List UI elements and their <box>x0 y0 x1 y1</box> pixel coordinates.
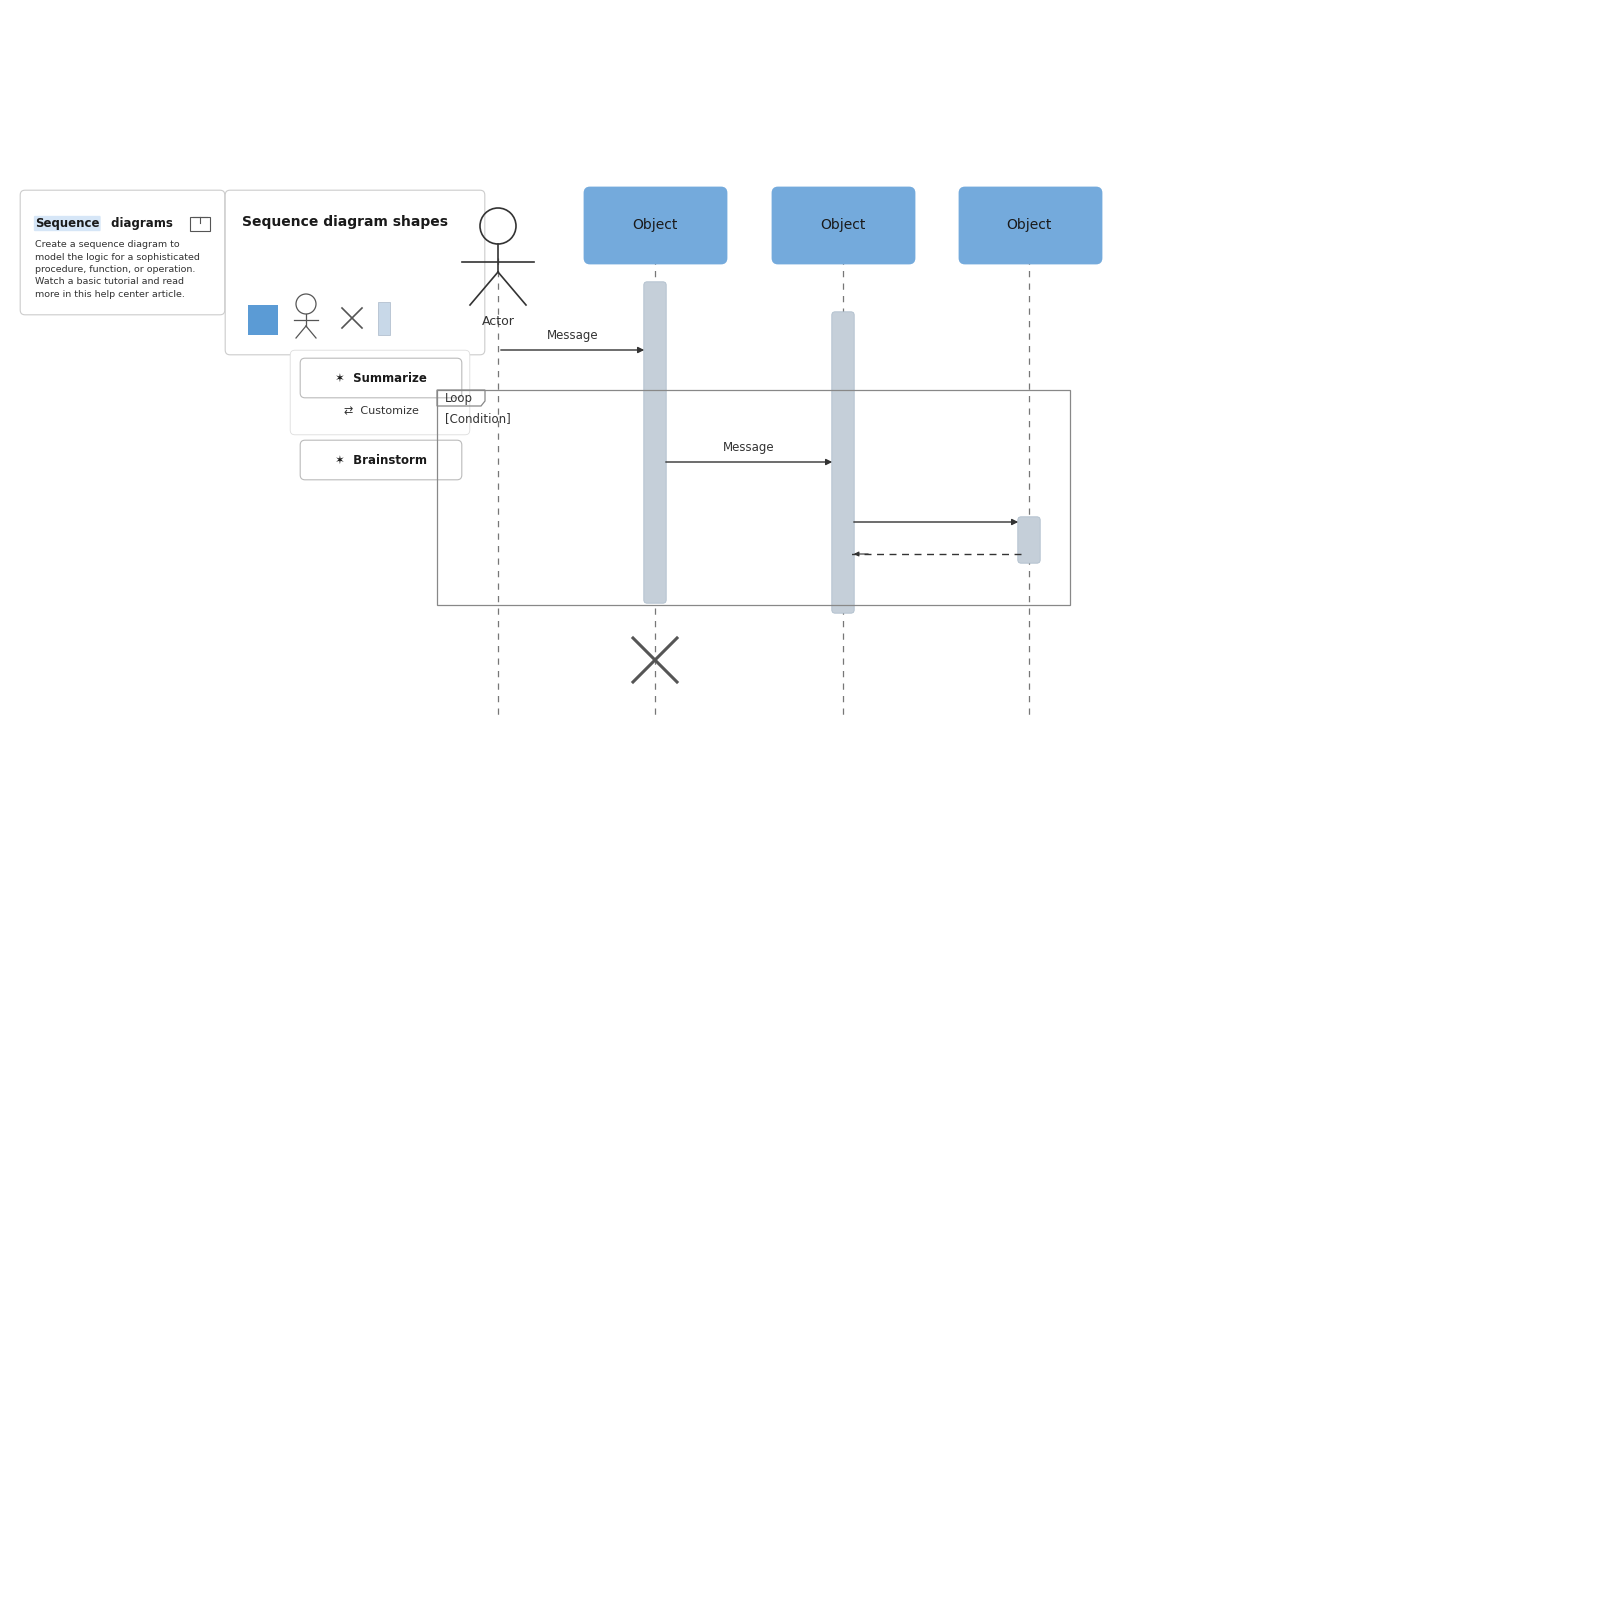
Text: diagrams: diagrams <box>107 218 173 230</box>
Bar <box>378 302 390 334</box>
FancyBboxPatch shape <box>21 190 224 315</box>
Text: Object: Object <box>632 219 678 232</box>
Text: ⇄  Customize: ⇄ Customize <box>344 405 419 414</box>
Bar <box>190 218 210 230</box>
FancyBboxPatch shape <box>301 440 462 480</box>
Text: Sequence: Sequence <box>35 218 99 230</box>
FancyBboxPatch shape <box>301 358 462 398</box>
FancyBboxPatch shape <box>226 190 485 355</box>
Bar <box>437 390 1070 605</box>
FancyBboxPatch shape <box>290 350 470 435</box>
FancyBboxPatch shape <box>584 187 728 264</box>
Text: [Condition]: [Condition] <box>445 411 510 426</box>
Text: Loop: Loop <box>445 392 474 405</box>
Bar <box>248 306 278 334</box>
Text: Message: Message <box>723 442 774 454</box>
Text: Object: Object <box>821 219 866 232</box>
FancyBboxPatch shape <box>1018 517 1040 563</box>
Text: ✶  Summarize: ✶ Summarize <box>334 371 427 384</box>
FancyBboxPatch shape <box>643 282 666 603</box>
Text: Create a sequence diagram to
model the logic for a sophisticated
procedure, func: Create a sequence diagram to model the l… <box>35 240 200 299</box>
FancyBboxPatch shape <box>771 187 915 264</box>
FancyBboxPatch shape <box>832 312 854 613</box>
Text: Object: Object <box>1006 219 1051 232</box>
FancyBboxPatch shape <box>958 187 1102 264</box>
Text: Message: Message <box>547 330 598 342</box>
Text: Sequence diagram shapes: Sequence diagram shapes <box>242 214 448 229</box>
Text: Actor: Actor <box>482 315 515 328</box>
Text: ✶  Brainstorm: ✶ Brainstorm <box>334 453 427 467</box>
